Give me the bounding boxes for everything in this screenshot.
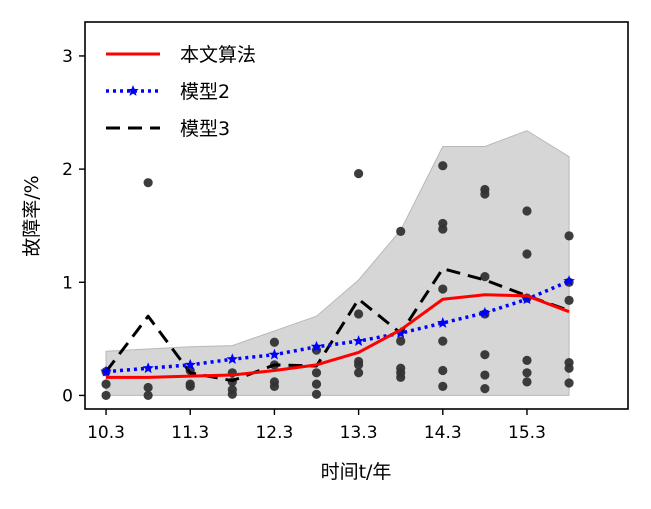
scatter-point <box>522 377 532 387</box>
scatter-point <box>354 368 364 378</box>
x-axis-title: 时间t/年 <box>321 461 392 483</box>
scatter-point <box>438 336 448 346</box>
scatter-point <box>438 218 448 229</box>
scatter-point <box>438 284 448 294</box>
x-tick-label: 10.3 <box>87 423 125 443</box>
scatter-point <box>269 377 280 387</box>
scatter-point <box>480 384 490 394</box>
series-marker <box>268 348 281 360</box>
series-marker <box>521 293 533 305</box>
scatter-point <box>311 368 322 378</box>
x-tick-label: 13.3 <box>340 423 378 443</box>
scatter-point <box>480 184 490 195</box>
scatter-point <box>143 178 153 188</box>
scatter-point <box>101 379 111 389</box>
scatter-point <box>438 365 448 376</box>
scatter-point <box>354 169 364 179</box>
scatter-point <box>396 336 406 346</box>
series-marker <box>100 365 112 377</box>
scatter-point <box>143 390 153 401</box>
scatter-point <box>438 381 448 391</box>
series-line <box>104 267 570 383</box>
legend-label: 本文算法 <box>180 44 256 66</box>
series-marker <box>352 335 365 346</box>
legend-label: 模型3 <box>180 118 230 140</box>
scatter-point <box>564 231 574 241</box>
scatter-point <box>269 337 280 347</box>
series-marker <box>226 353 239 365</box>
scatter-point <box>522 355 532 365</box>
scatter-point <box>311 379 322 389</box>
series-line <box>106 293 570 379</box>
scatter-point <box>185 379 195 389</box>
scatter-point <box>480 370 490 380</box>
series-marker <box>479 306 491 318</box>
series-marker <box>437 317 449 328</box>
scatter-point <box>480 350 490 360</box>
series-marker <box>394 327 407 339</box>
scatter-point <box>354 356 364 367</box>
scatter-point <box>438 161 448 171</box>
scatter-point <box>396 363 406 373</box>
series-marker <box>310 340 323 352</box>
plot-frame <box>84 21 629 410</box>
confidence-band <box>105 130 570 396</box>
x-axis: 10.3 11.3 12.3 13.3 14.3 15.3 <box>87 409 546 443</box>
scatter-point <box>311 389 322 399</box>
x-tick-label: 12.3 <box>255 423 293 443</box>
series-marker <box>184 358 196 370</box>
scatter-point <box>564 295 574 305</box>
scatter-point <box>564 358 574 368</box>
x-tick-label: 14.3 <box>424 423 462 443</box>
scatter-point <box>227 385 237 395</box>
scatter-point <box>354 309 364 319</box>
x-tick-label: 11.3 <box>171 423 209 443</box>
legend-marker <box>127 85 139 96</box>
scatter-point <box>396 226 406 236</box>
scatter-point <box>522 249 532 259</box>
series-marker <box>563 275 575 286</box>
series-marker <box>142 362 154 374</box>
scatter-point <box>564 378 574 388</box>
scatter-point <box>480 272 490 282</box>
legend-label: 模型2 <box>180 81 230 103</box>
scatter-point <box>522 206 532 216</box>
y-axis: 0 1 2 3 <box>62 47 85 406</box>
y-tick-label: 0 <box>62 386 73 406</box>
y-tick-label: 1 <box>62 273 73 293</box>
scatter-point <box>143 382 153 393</box>
series-line <box>105 279 570 374</box>
plot-area <box>100 130 575 401</box>
scatter-point <box>101 390 111 401</box>
y-tick-label: 2 <box>62 160 73 180</box>
y-tick-label: 3 <box>62 47 73 67</box>
y-axis-title: 故障率/% <box>21 175 43 256</box>
x-tick-label: 15.3 <box>508 423 546 443</box>
scatter-point <box>522 368 532 378</box>
